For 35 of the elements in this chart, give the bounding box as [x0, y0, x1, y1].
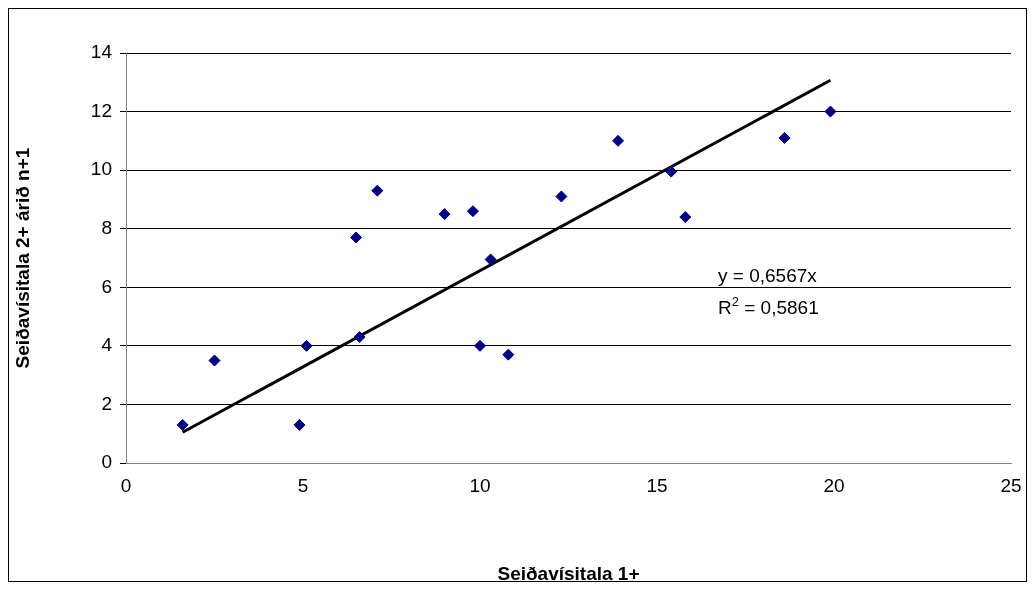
- point: [555, 190, 568, 203]
- point: [293, 418, 306, 431]
- point: [176, 418, 189, 431]
- point: [474, 339, 486, 352]
- point: [353, 331, 366, 344]
- y-axis-title: Seiðavísitala 2+ árið n+1: [11, 147, 33, 369]
- point: [679, 211, 692, 223]
- point: [778, 131, 791, 144]
- annotation: y = 0,6567x: [718, 265, 818, 286]
- x-tick-label: 5: [297, 474, 309, 496]
- point: [438, 208, 451, 221]
- y-tick-label: 0: [101, 451, 112, 473]
- x-tick-label: 25: [1000, 474, 1022, 496]
- x-tick-label: 15: [646, 474, 668, 496]
- x-tick-label: 20: [823, 474, 845, 496]
- point: [484, 253, 497, 266]
- point: [502, 348, 515, 361]
- x-tick-label: 10: [469, 474, 491, 496]
- point: [300, 339, 313, 352]
- y-tick-label: 4: [101, 334, 113, 356]
- point: [824, 105, 837, 118]
- y-tick-label: 12: [90, 99, 112, 121]
- y-tick-label: 6: [101, 275, 112, 297]
- point: [350, 231, 363, 244]
- point: [371, 184, 384, 197]
- point: [612, 134, 625, 147]
- point: [466, 205, 479, 218]
- point: [208, 354, 221, 367]
- y-tick-label: 10: [90, 158, 112, 180]
- y-tick-label: 2: [101, 392, 112, 414]
- x-tick-label: 0: [120, 474, 132, 496]
- y-tick-label: 8: [101, 216, 112, 238]
- point: [665, 165, 678, 178]
- y-tick-label: 14: [90, 41, 113, 63]
- x-axis-title: Seiðavísitala 1+: [497, 562, 640, 584]
